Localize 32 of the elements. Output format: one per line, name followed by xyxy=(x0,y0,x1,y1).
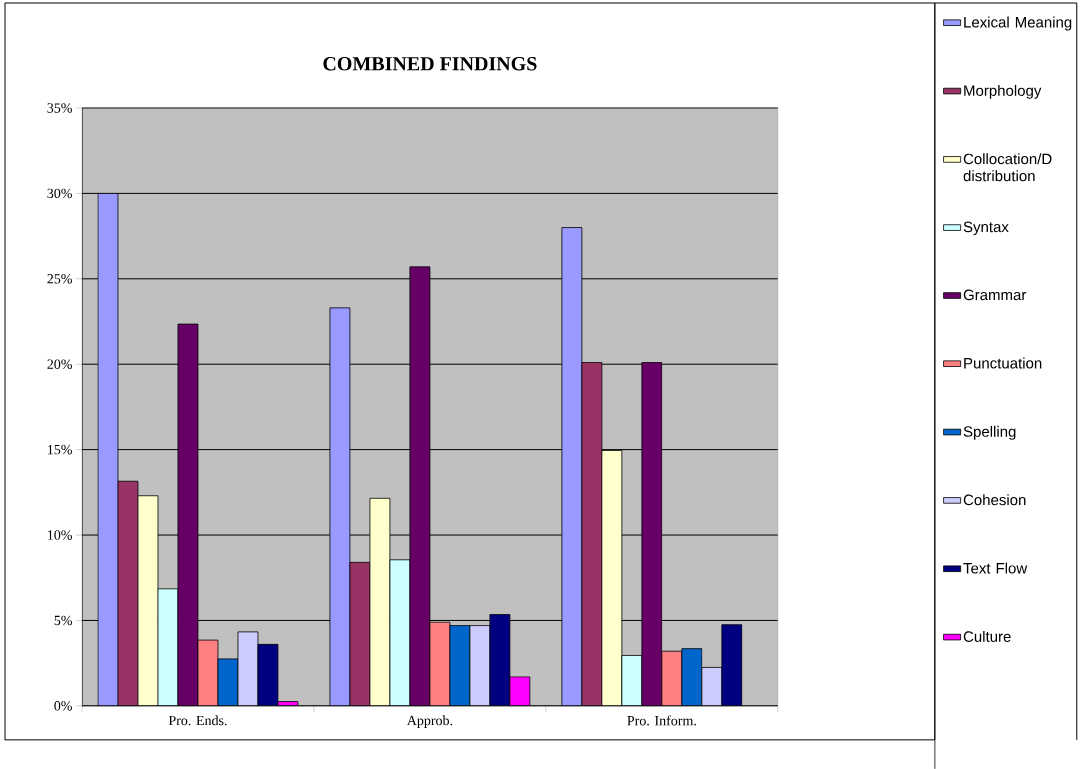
x-tick-label: Pro. Inform. xyxy=(627,715,696,726)
legend-label: Syntax xyxy=(963,221,1009,236)
legend-label: Text Flow xyxy=(963,562,1028,574)
y-tick-label: 10% xyxy=(48,530,72,540)
bar xyxy=(641,361,663,706)
legend-label: Grammar xyxy=(963,289,1027,301)
y-tick-label: 20% xyxy=(47,359,72,369)
y-tick-label: 35% xyxy=(47,103,72,113)
bar xyxy=(561,227,583,706)
bar xyxy=(329,307,351,706)
bar xyxy=(409,266,431,706)
x-tick-label: Pro. Ends. xyxy=(168,715,227,726)
y-tick-label: 25% xyxy=(47,273,72,284)
legend-label: Cohesion xyxy=(963,494,1026,506)
bar xyxy=(177,323,199,706)
y-tick-label: 15% xyxy=(48,444,72,455)
legend-label: Lexical Meaning xyxy=(964,16,1072,31)
bar xyxy=(721,624,743,706)
bar xyxy=(581,361,603,706)
legend-label: Spelling xyxy=(963,425,1016,440)
x-tick-label: Approb. xyxy=(406,715,453,728)
bar xyxy=(97,192,119,706)
legend-label: Collocation/D distribution xyxy=(963,153,1052,182)
y-tick-label: 30% xyxy=(47,188,72,198)
bar xyxy=(137,495,159,706)
y-tick-label: 5% xyxy=(54,615,72,626)
legend-label: Morphology xyxy=(964,84,1042,99)
y-tick-label: 0% xyxy=(54,700,72,711)
legend-label: Culture xyxy=(963,630,1011,642)
bar xyxy=(601,449,623,706)
legend-label: Punctuation xyxy=(964,357,1042,369)
chart-title: COMBINED FINDINGS xyxy=(323,56,537,71)
